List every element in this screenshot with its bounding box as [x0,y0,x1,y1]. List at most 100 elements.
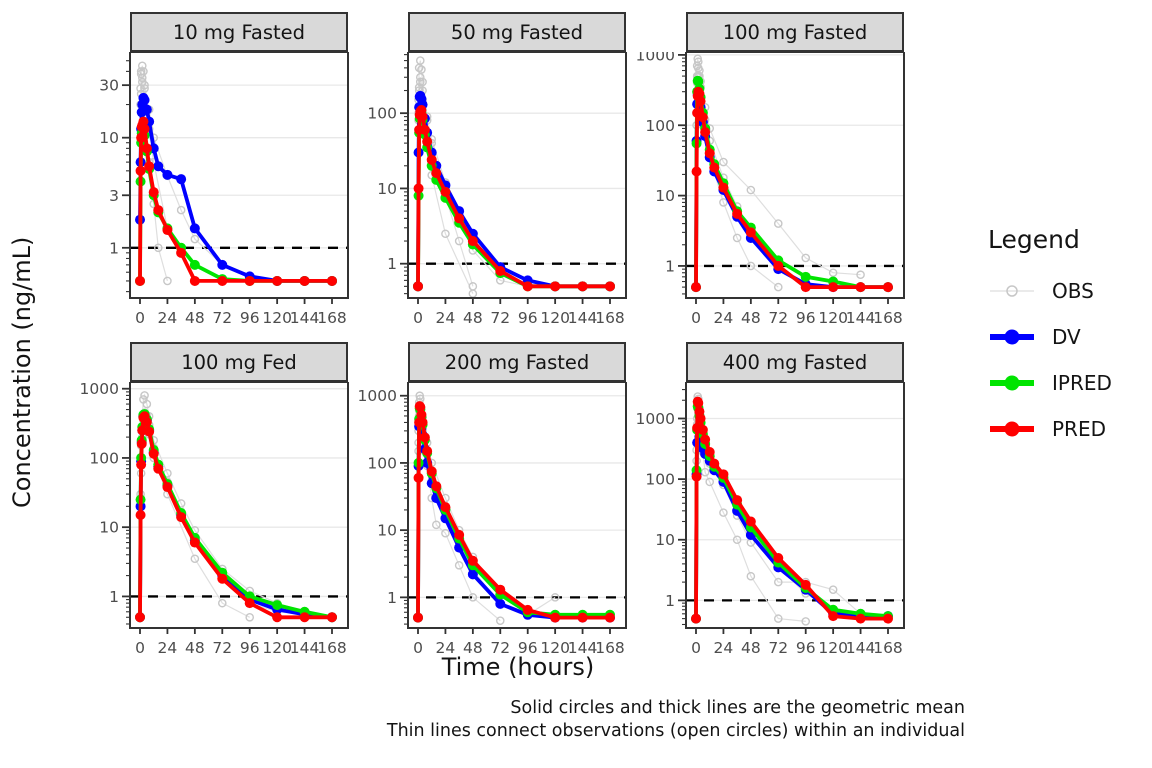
pred-point [413,472,424,483]
pred-point [440,502,451,513]
panel-border [129,52,349,299]
dv-point [139,94,150,105]
pred-point [327,612,337,623]
obs-point [719,508,728,517]
pred-point [413,281,423,292]
pred-point [419,432,430,443]
x-tick-label: 168 [873,309,903,327]
obs-point [801,617,811,626]
facet-strip: 100 mg Fed [130,342,348,382]
dv-marker-icon [990,329,1034,345]
pred-point [577,612,588,623]
caption-line-1: Solid circles and thick lines are the ge… [510,698,965,718]
pred-point [327,275,337,286]
obs-point [415,77,425,87]
x-tick-label: 72 [212,639,232,657]
legend-item-label: IPRED [1052,371,1112,395]
obs-point [746,185,756,195]
pred-point [176,512,187,523]
x-tick-label: 96 [518,309,538,327]
y-tick-label: 1000 [358,387,397,405]
pred-point [176,247,187,258]
dv-point [189,223,200,234]
obs-point [746,261,756,271]
ipred-point [693,76,704,87]
pred-point [431,481,442,492]
pred-point [272,275,283,286]
panel-border [407,52,627,299]
pred-point [244,275,255,286]
pred-point [800,579,811,590]
pred-point [855,613,866,624]
obs-point [719,157,728,167]
y-tick-label: 1 [665,257,675,275]
pred-point [718,469,729,480]
obs-point [773,219,783,228]
pred-point [138,116,149,127]
pred-point [695,413,706,424]
x-tick-label: 144 [846,309,876,327]
x-tick-label: 24 [158,639,178,657]
ipred-point [189,259,200,270]
legend-item-ipred: IPRED [988,360,1152,406]
x-tick-label: 0 [691,639,701,657]
x-tick-label: 144 [290,309,320,327]
pred-point [416,409,427,420]
pred-point [495,265,506,276]
pred-point [709,162,720,173]
ipred-point [272,600,283,611]
pred-point [732,208,743,219]
y-tick-label: 1 [387,589,397,607]
obs-point [441,229,450,239]
y-tick-label: 1000 [80,382,119,398]
pred-point [495,584,506,595]
obs-point [140,391,149,400]
pred-point [883,613,893,624]
pred-point [694,88,705,99]
y-tick-label: 1000 [636,410,675,428]
x-tick-label: 72 [768,309,788,327]
x-tick-label: 120 [540,309,570,327]
pred-point [773,552,784,563]
obs-point [732,535,742,545]
pred-point [272,612,283,623]
pred-point [135,612,145,623]
x-tick-label: 24 [158,309,178,327]
pred-point [141,143,152,154]
dv-point [153,161,164,172]
x-tick-label: 48 [185,639,205,657]
x-tick-label: 72 [212,309,232,327]
pred-point [189,275,200,286]
pred-point [162,482,173,493]
obs-point [693,63,703,73]
obs-point [705,477,715,487]
dv-point [467,569,478,580]
legend-item-label: DV [1052,325,1081,349]
pred-point [144,161,155,172]
pred-point [691,166,702,177]
pred-point [700,434,711,445]
x-tick-label: 48 [741,639,761,657]
panel-border [685,382,905,629]
pred-point [417,417,428,428]
x-tick-label: 168 [317,639,347,657]
x-tick-label: 120 [540,639,570,657]
x-tick-label: 48 [463,639,483,657]
pred-point [422,136,433,147]
pred-point [153,463,164,474]
x-tick-label: 120 [262,309,292,327]
x-tick-label: 96 [240,309,260,327]
obs-point [190,234,200,244]
facet-strip-label: 200 mg Fasted [444,350,590,374]
obs-point [801,253,811,263]
facet-400-mg-fasted: 400 mg Fasted 1000 100 10 1 0 24 48 72 96 120 144 1… [634,342,906,662]
pred-point [135,165,146,176]
obs-point [828,585,838,594]
pred-point [800,282,811,293]
pred-point [855,282,866,293]
obs-point [245,612,255,622]
